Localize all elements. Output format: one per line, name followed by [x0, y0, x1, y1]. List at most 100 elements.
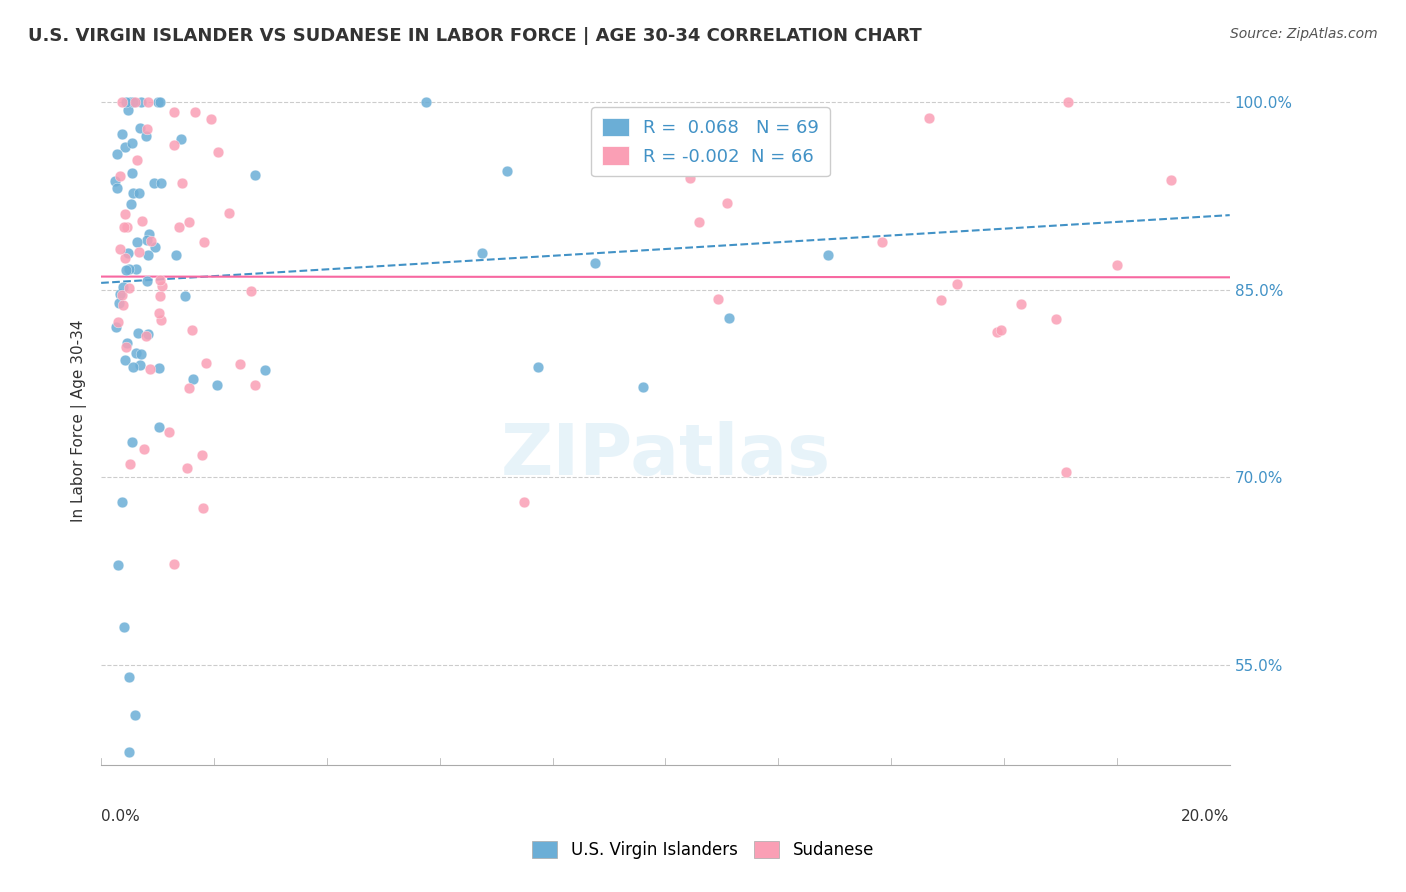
Point — [108, 296, 131, 310]
Point — [135, 233, 157, 247]
Point — [128, 120, 150, 135]
Point — [631, 380, 654, 394]
Point — [148, 361, 170, 376]
Point — [121, 165, 143, 179]
Point — [149, 176, 172, 190]
Point — [1054, 465, 1077, 479]
Point — [149, 289, 172, 303]
Point — [148, 95, 170, 110]
Point — [918, 111, 941, 125]
Point — [152, 279, 174, 293]
Point — [127, 326, 149, 340]
Point — [243, 377, 266, 392]
Point — [124, 707, 146, 722]
Point — [122, 359, 145, 374]
Point — [163, 558, 186, 572]
Point — [117, 103, 139, 117]
Point — [415, 95, 437, 110]
Point — [194, 356, 217, 370]
Text: 20.0%: 20.0% — [1181, 808, 1230, 823]
Point — [191, 448, 214, 462]
Point — [108, 242, 131, 256]
Point — [117, 246, 139, 260]
Point — [136, 95, 159, 110]
Point — [120, 95, 142, 110]
Point — [165, 248, 187, 262]
Point — [105, 147, 128, 161]
Point — [129, 347, 152, 361]
Point — [990, 323, 1012, 337]
Point — [117, 261, 139, 276]
Point — [986, 326, 1008, 340]
Point — [111, 288, 134, 302]
Point — [207, 145, 229, 159]
Point — [115, 335, 138, 350]
Text: Source: ZipAtlas.com: Source: ZipAtlas.com — [1230, 27, 1378, 41]
Point — [706, 292, 728, 306]
Point — [114, 251, 136, 265]
Point — [583, 256, 606, 270]
Point — [121, 186, 143, 200]
Point — [125, 262, 148, 277]
Point — [111, 127, 134, 141]
Point — [135, 274, 157, 288]
Point — [124, 95, 146, 110]
Point — [170, 131, 193, 145]
Point — [243, 169, 266, 183]
Point — [229, 357, 252, 371]
Point — [177, 215, 200, 229]
Point — [128, 358, 150, 372]
Y-axis label: In Labor Force | Age 30-34: In Labor Force | Age 30-34 — [72, 320, 87, 523]
Text: ZIPatlas: ZIPatlas — [501, 421, 831, 490]
Point — [111, 495, 134, 509]
Point — [716, 196, 738, 211]
Point — [138, 227, 160, 242]
Point — [108, 287, 131, 301]
Point — [132, 442, 155, 457]
Point — [136, 121, 159, 136]
Point — [108, 169, 131, 184]
Point — [105, 181, 128, 195]
Legend: R =  0.068   N = 69, R = -0.002  N = 66: R = 0.068 N = 69, R = -0.002 N = 66 — [591, 107, 830, 177]
Point — [496, 163, 519, 178]
Point — [718, 310, 741, 325]
Point — [139, 234, 162, 248]
Point — [218, 206, 240, 220]
Point — [148, 306, 170, 320]
Point — [149, 273, 172, 287]
Point — [162, 105, 184, 120]
Point — [679, 171, 702, 186]
Point — [254, 363, 277, 377]
Point — [111, 95, 134, 110]
Point — [946, 277, 969, 292]
Point — [1105, 258, 1128, 272]
Point — [118, 281, 141, 295]
Point — [148, 95, 170, 110]
Point — [120, 197, 142, 211]
Point — [125, 153, 148, 167]
Point — [817, 248, 839, 262]
Point — [150, 313, 173, 327]
Point — [104, 174, 127, 188]
Point — [139, 361, 162, 376]
Point — [128, 186, 150, 200]
Point — [176, 460, 198, 475]
Point — [118, 457, 141, 471]
Point — [929, 293, 952, 308]
Point — [205, 377, 228, 392]
Point — [125, 346, 148, 360]
Point — [870, 235, 893, 249]
Point — [121, 95, 143, 110]
Point — [131, 213, 153, 227]
Point — [115, 95, 138, 110]
Legend: U.S. Virgin Islanders, Sudanese: U.S. Virgin Islanders, Sudanese — [526, 834, 880, 866]
Point — [107, 315, 129, 329]
Point — [148, 420, 170, 434]
Point — [135, 128, 157, 143]
Point — [200, 112, 222, 126]
Point — [688, 215, 710, 229]
Point — [174, 289, 197, 303]
Point — [112, 220, 135, 235]
Point — [167, 220, 190, 235]
Point — [121, 434, 143, 449]
